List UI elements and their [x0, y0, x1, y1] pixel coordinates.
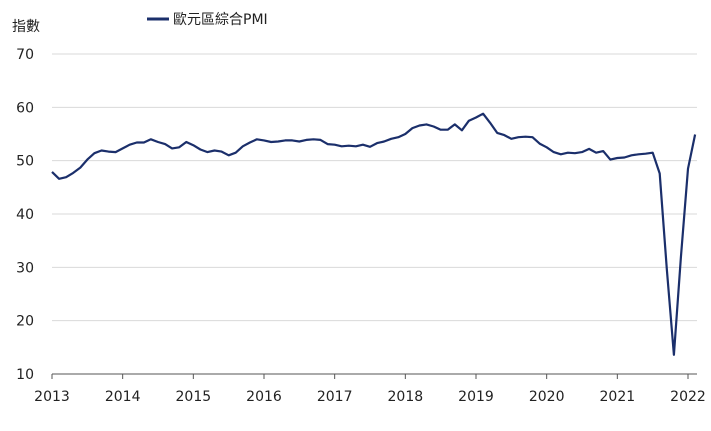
y-axis-label: 指數 [12, 19, 40, 35]
x-tick-label: 2013 [34, 389, 70, 405]
x-tick-label: 2014 [105, 389, 141, 405]
x-tick-label: 2017 [317, 389, 353, 405]
x-tick-label: 2016 [246, 389, 282, 405]
y-tick-label: 30 [16, 260, 34, 276]
x-tick-label: 2018 [388, 389, 424, 405]
y-tick-label: 60 [16, 100, 34, 116]
series-line [51, 112, 697, 356]
x-tick-label: 2022 [670, 389, 706, 405]
series-lines [51, 112, 697, 356]
y-tick-label: 20 [16, 314, 34, 330]
y-tick-label: 70 [16, 47, 34, 63]
y-tick-label: 50 [16, 154, 34, 170]
legend-label: 歐元區綜合PMI [173, 12, 268, 28]
x-tick-label: 2015 [176, 389, 212, 405]
x-tick-label: 2021 [600, 389, 636, 405]
y-tick-label: 10 [16, 367, 34, 383]
legend: 歐元區綜合PMI [147, 12, 268, 28]
x-tick-label: 2019 [458, 389, 494, 405]
y-tick-label: 40 [16, 207, 34, 223]
x-tick-label: 2020 [529, 389, 565, 405]
grid-lines [52, 53, 697, 322]
axes: 10 20 30 40 50 60 70 2013 2014 2015 2016 2017 2018 20… [16, 47, 706, 405]
